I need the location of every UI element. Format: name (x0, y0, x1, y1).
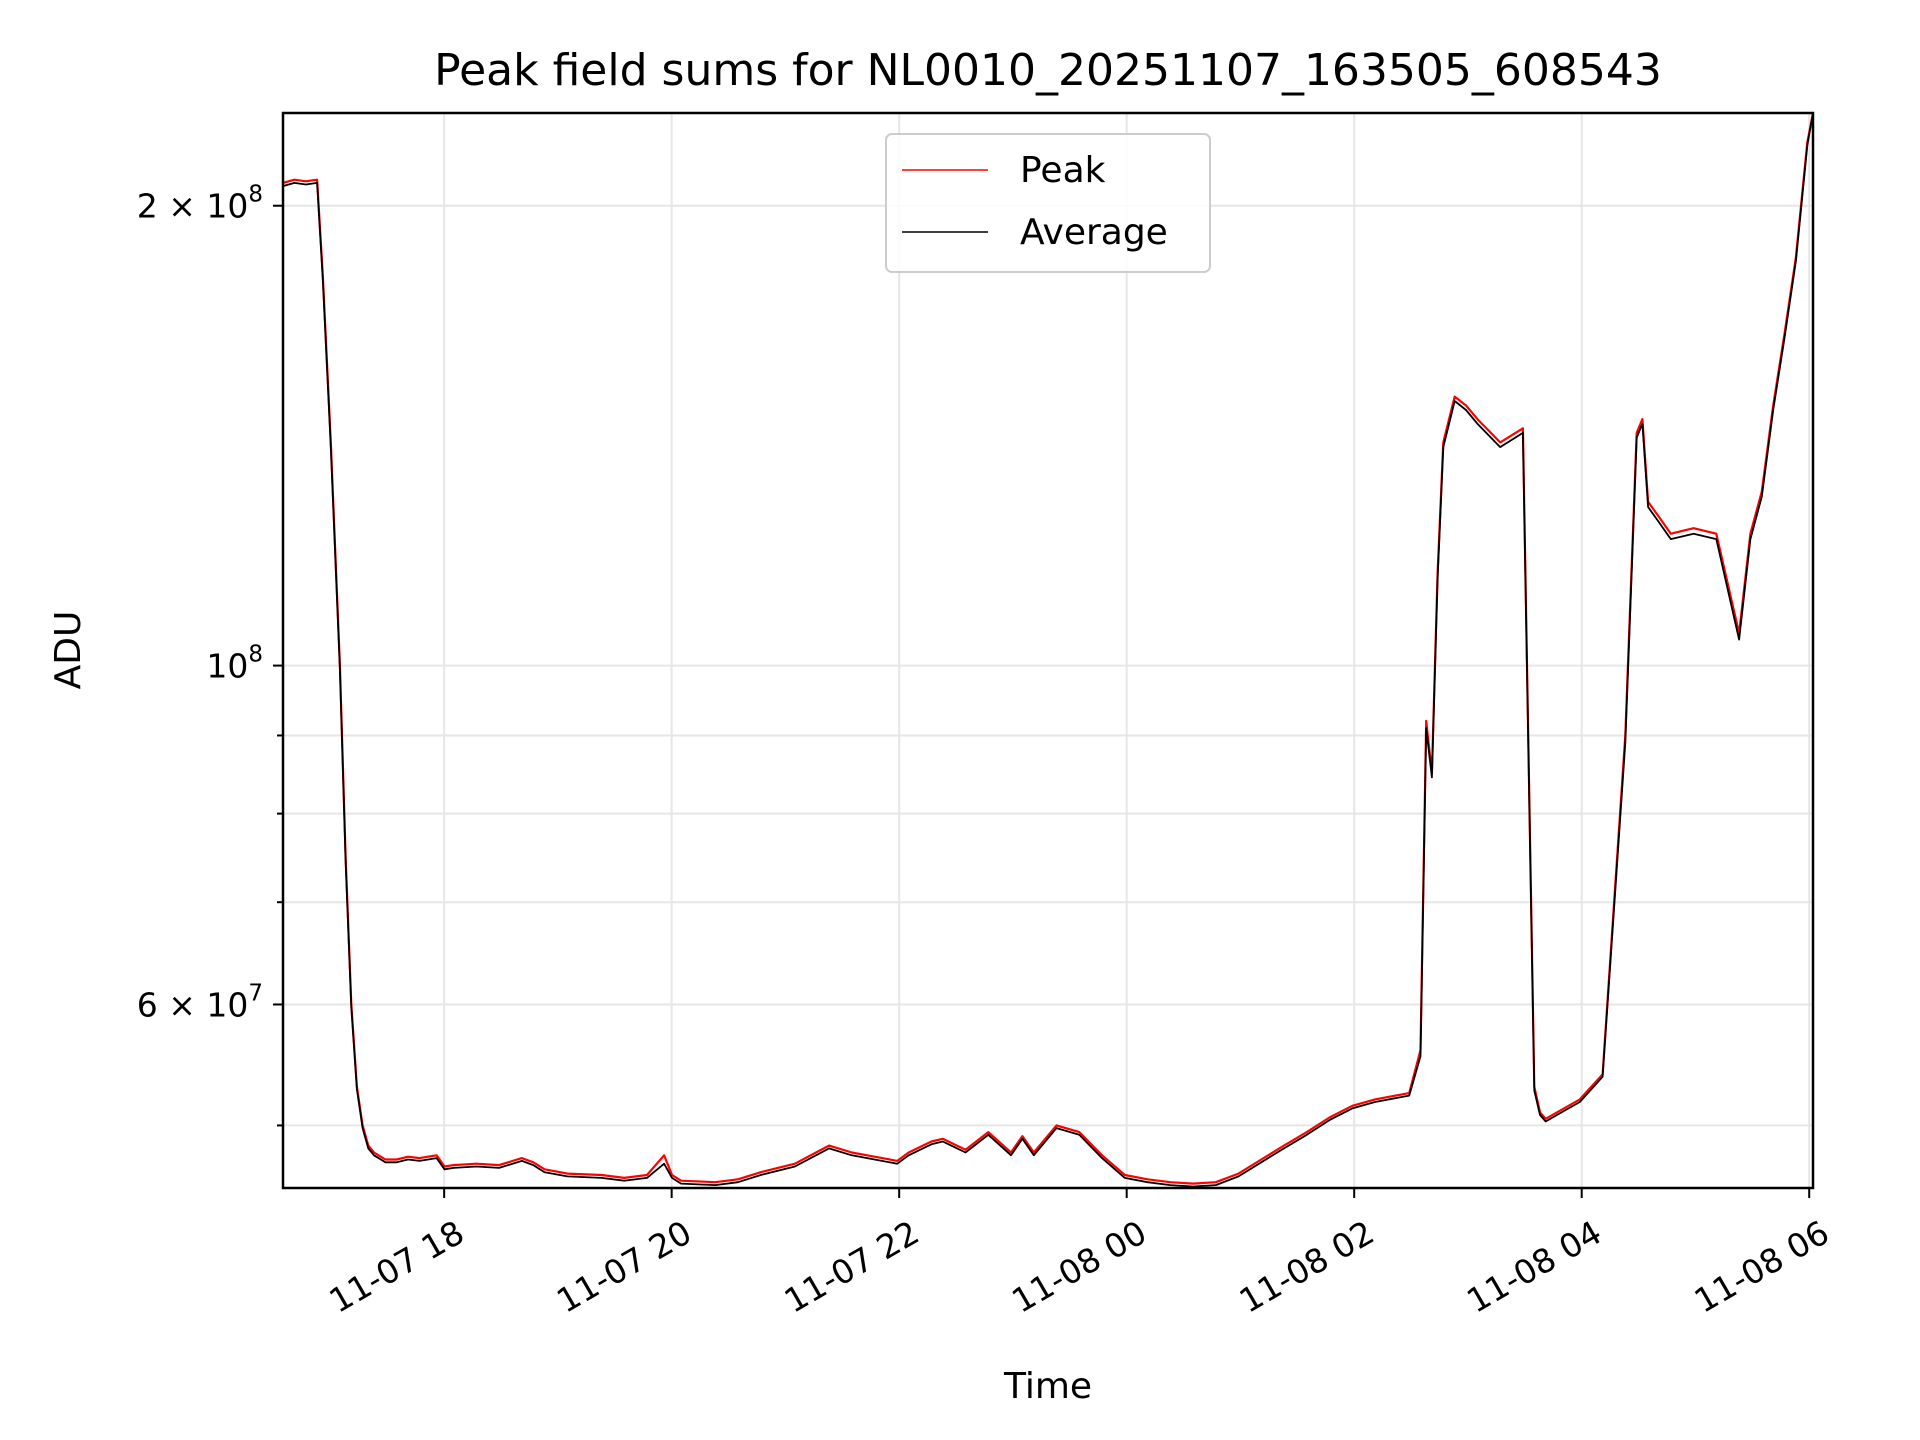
plot-frame (281, 111, 1815, 1190)
chart-title: Peak field sums for NL0010_20251107_1635… (434, 45, 1662, 96)
legend-box (885, 133, 1211, 273)
plot-series (283, 113, 1813, 1188)
y-tick-label: 6 × 107 (137, 980, 263, 1024)
series-line-average (283, 113, 1813, 1188)
y-axis-label: ADU (48, 611, 89, 690)
legend-peak-label: Peak (1020, 150, 1106, 191)
y-tick-label: 2 × 108 (137, 182, 263, 226)
legend-average-label: Average (1020, 212, 1168, 253)
y-tick-label: 108 (206, 642, 263, 686)
legend: Peak Average (885, 133, 1211, 273)
x-axis-label: Time (1003, 1366, 1092, 1407)
